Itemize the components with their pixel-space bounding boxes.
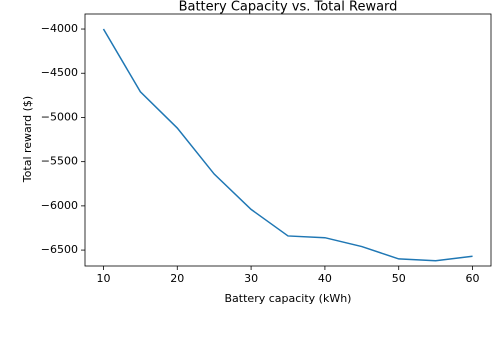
x-tick-label: 40: [318, 272, 332, 285]
x-tick-label: 50: [392, 272, 406, 285]
x-tick-label: 20: [170, 272, 184, 285]
x-axis-label: Battery capacity (kWh): [225, 292, 352, 305]
y-tick-label: −5500: [41, 155, 78, 168]
x-tick-label: 30: [244, 272, 258, 285]
plot-frame: [84, 13, 492, 267]
y-axis-label: Total reward ($): [21, 96, 34, 183]
y-tick-label: −6000: [41, 199, 78, 212]
x-tick-label: 60: [466, 272, 480, 285]
y-tick-label: −4500: [41, 66, 78, 79]
y-tick-label: −5000: [41, 110, 78, 123]
chart-title: Battery Capacity vs. Total Reward: [179, 0, 398, 15]
x-tick-label: 10: [96, 272, 110, 285]
y-tick-label: −6500: [41, 243, 78, 256]
y-tick-label: −4000: [41, 22, 78, 35]
line-series: [102, 28, 473, 262]
